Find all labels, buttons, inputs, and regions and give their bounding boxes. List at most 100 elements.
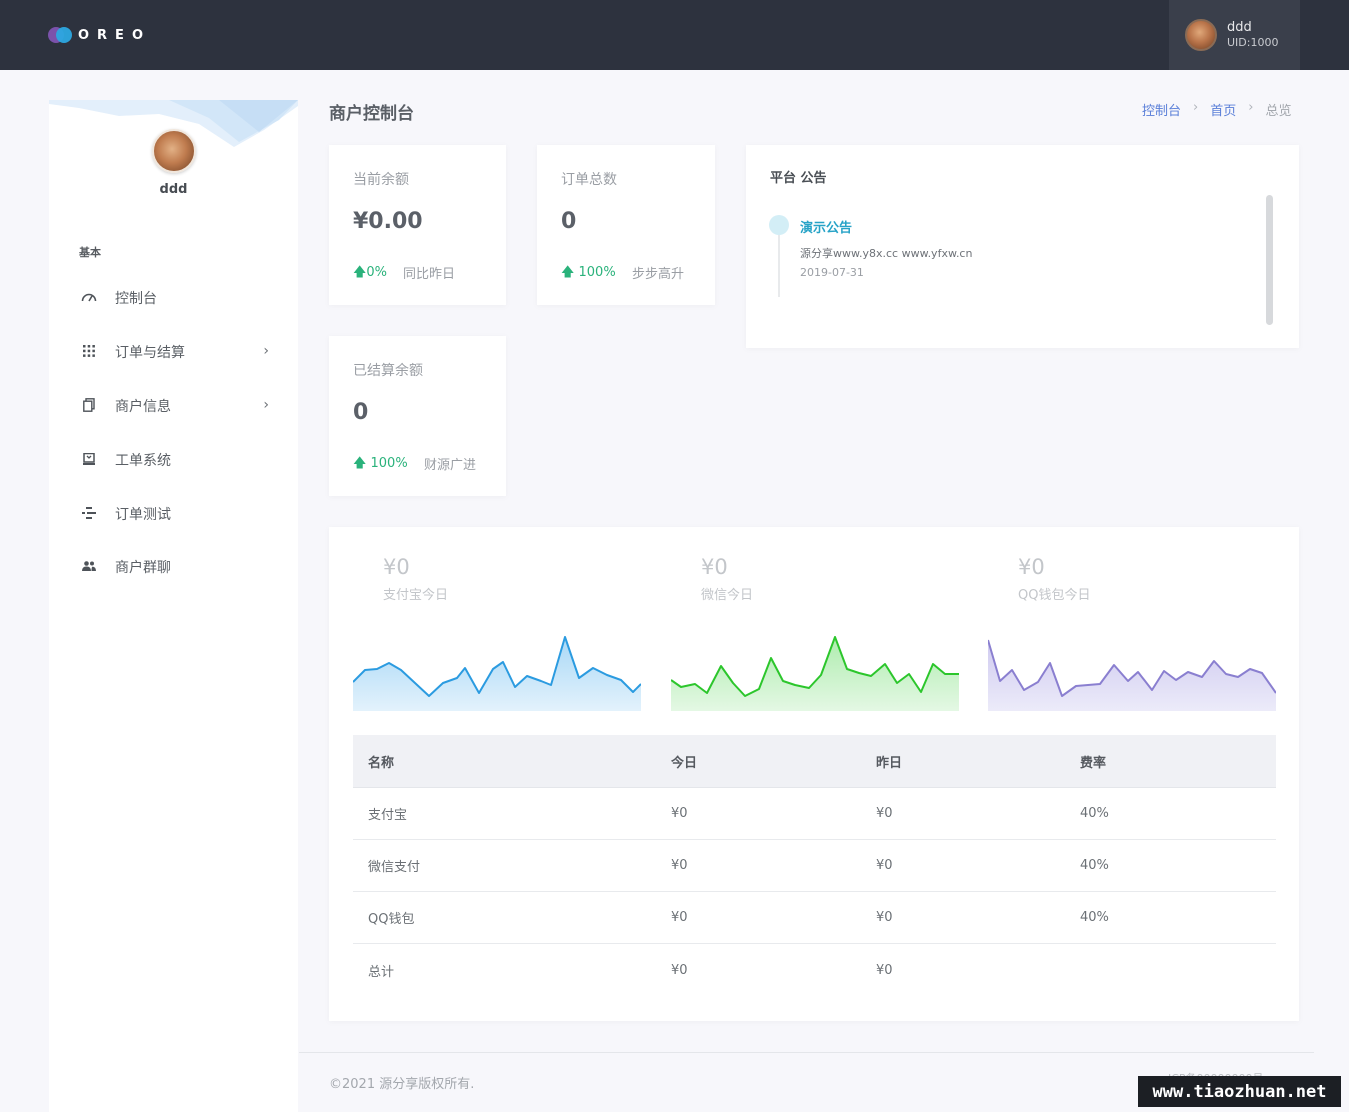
- sidebar-item-dashboard[interactable]: 控制台: [79, 283, 269, 313]
- table-cell: QQ钱包: [368, 912, 415, 927]
- sidebar-item-merchant-info[interactable]: 商户信息 ›: [79, 391, 269, 421]
- timeline-dot: [769, 215, 789, 235]
- chevron-right-icon: ›: [263, 397, 269, 413]
- scrollbar[interactable]: [1266, 195, 1273, 325]
- column-header: 今日: [671, 755, 698, 771]
- payment-table: 名称 今日 昨日 费率 支付宝 ¥0 ¥0 40% 微信支付 ¥0 ¥0 40%…: [353, 735, 1276, 996]
- alipay-today-label: 支付宝今日: [383, 588, 449, 603]
- stat-value: 0: [561, 209, 577, 234]
- sidebar-item-group-chat[interactable]: 商户群聊: [79, 552, 269, 582]
- breadcrumb-home[interactable]: 首页: [1210, 104, 1237, 119]
- table-cell: 40%: [1080, 858, 1109, 873]
- sidebar-item-orders[interactable]: 订单与结算 ›: [79, 337, 269, 367]
- column-header: 名称: [368, 755, 395, 771]
- breadcrumb-separator: ›: [1248, 100, 1254, 115]
- stat-label: 订单总数: [561, 172, 617, 188]
- wechat-today-amount: ¥0: [701, 555, 728, 579]
- payments-card: ¥0 支付宝今日 ¥0 微信今日 ¥0 QQ钱包今日 名称 今日 昨日 费率 支…: [329, 527, 1299, 1021]
- breadcrumb-separator: ›: [1193, 100, 1199, 115]
- stat-trend: 🡅0%: [353, 265, 387, 280]
- notice-card: 平台 公告 演示公告 源分享www.y8x.cc www.yfxw.cn 201…: [746, 145, 1299, 348]
- stat-note: 财源广进: [424, 458, 477, 473]
- alipay-sparkline: [353, 636, 641, 711]
- breadcrumb: 控制台 › 首页 › 总览: [1142, 100, 1291, 119]
- notice-item-title[interactable]: 演示公告: [800, 221, 853, 236]
- breadcrumb-current: 总览: [1265, 104, 1292, 119]
- breadcrumb-dashboard[interactable]: 控制台: [1142, 104, 1182, 119]
- table-row: QQ钱包 ¥0 ¥0 40%: [353, 892, 1276, 944]
- table-cell: ¥0: [671, 858, 688, 873]
- logo[interactable]: OREO: [48, 27, 151, 43]
- stat-value: ¥0.00: [353, 209, 423, 234]
- notice-item-body: 源分享www.y8x.cc www.yfxw.cn: [800, 247, 973, 260]
- sidebar-decoration: [49, 100, 298, 147]
- stat-note: 同比昨日: [403, 267, 456, 282]
- ticket-icon: [79, 452, 99, 468]
- sidebar: ddd 基本 控制台 订单与结算 › 商户信息 › 工单系统 订单测试: [49, 100, 298, 1112]
- user-menu[interactable]: ddd UID:1000: [1169, 0, 1300, 70]
- stat-note: 步步高升: [632, 267, 685, 282]
- table-row: 总计 ¥0 ¥0: [353, 944, 1276, 996]
- user-uid: UID:1000: [1227, 36, 1279, 49]
- grid-icon: [79, 344, 99, 360]
- qq-today-amount: ¥0: [1018, 555, 1045, 579]
- stat-label: 当前余额: [353, 172, 409, 188]
- table-cell: ¥0: [671, 806, 688, 821]
- table-cell: ¥0: [876, 806, 893, 821]
- table-cell: ¥0: [671, 910, 688, 925]
- profile-name: ddd: [159, 182, 188, 197]
- table-cell: ¥0: [876, 858, 893, 873]
- top-navbar: OREO ddd UID:1000: [0, 0, 1349, 70]
- flow-icon: [79, 506, 99, 522]
- wechat-sparkline: [671, 636, 959, 711]
- stat-value: 0: [353, 400, 369, 425]
- logo-mark-icon: [48, 27, 74, 43]
- user-name: ddd: [1227, 20, 1252, 35]
- table-cell: 微信支付: [368, 860, 421, 875]
- sidebar-item-label: 控制台: [115, 291, 157, 307]
- qq-sparkline: [988, 639, 1276, 711]
- sidebar-item-order-test[interactable]: 订单测试: [79, 499, 269, 529]
- arrow-up-icon: 🡅: [353, 265, 367, 280]
- profile-avatar[interactable]: [152, 129, 196, 173]
- stat-card-balance: 当前余额 ¥0.00 🡅0% 同比昨日: [329, 145, 506, 305]
- stat-trend: 🡅 100%: [561, 265, 616, 280]
- timeline-line: [778, 233, 780, 297]
- table-cell: 40%: [1080, 806, 1109, 821]
- qq-today-label: QQ钱包今日: [1018, 588, 1091, 603]
- group-icon: [79, 560, 99, 574]
- wechat-today-label: 微信今日: [701, 588, 754, 603]
- table-row: 支付宝 ¥0 ¥0 40%: [353, 788, 1276, 840]
- logo-text: OREO: [78, 27, 151, 43]
- chevron-right-icon: ›: [263, 343, 269, 359]
- table-cell: ¥0: [876, 962, 893, 978]
- stat-label: 已结算余额: [353, 363, 423, 379]
- table-header: 名称 今日 昨日 费率: [353, 735, 1276, 788]
- footer-divider: [299, 1052, 1314, 1053]
- column-header: 昨日: [876, 755, 903, 771]
- table-cell: 支付宝: [368, 808, 408, 823]
- sidebar-item-label: 商户群聊: [115, 560, 171, 576]
- watermark: www.tiaozhuan.net: [1138, 1076, 1341, 1107]
- table-cell: ¥0: [876, 910, 893, 925]
- table-cell: ¥0: [671, 962, 688, 978]
- column-header: 费率: [1080, 755, 1107, 771]
- sidebar-item-label: 订单与结算: [115, 345, 185, 361]
- footer-copyright: ©2021 源分享版权所有.: [329, 1077, 475, 1092]
- alipay-today-amount: ¥0: [383, 555, 410, 579]
- table-cell: 总计: [368, 964, 395, 980]
- stat-card-orders: 订单总数 0 🡅 100% 步步高升: [537, 145, 715, 305]
- stat-trend: 🡅 100%: [353, 456, 408, 471]
- copy-icon: [79, 397, 99, 415]
- sidebar-item-label: 商户信息: [115, 399, 171, 415]
- sidebar-item-label: 工单系统: [115, 453, 171, 469]
- notice-item-date: 2019-07-31: [800, 266, 864, 279]
- table-row: 微信支付 ¥0 ¥0 40%: [353, 840, 1276, 892]
- sidebar-item-tickets[interactable]: 工单系统: [79, 445, 269, 475]
- avatar: [1185, 19, 1217, 51]
- table-cell: 40%: [1080, 910, 1109, 925]
- gauge-icon: [79, 292, 99, 305]
- sidebar-item-label: 订单测试: [115, 507, 171, 523]
- arrow-up-icon: 🡅: [561, 265, 579, 280]
- sidebar-section-label: 基本: [79, 246, 101, 259]
